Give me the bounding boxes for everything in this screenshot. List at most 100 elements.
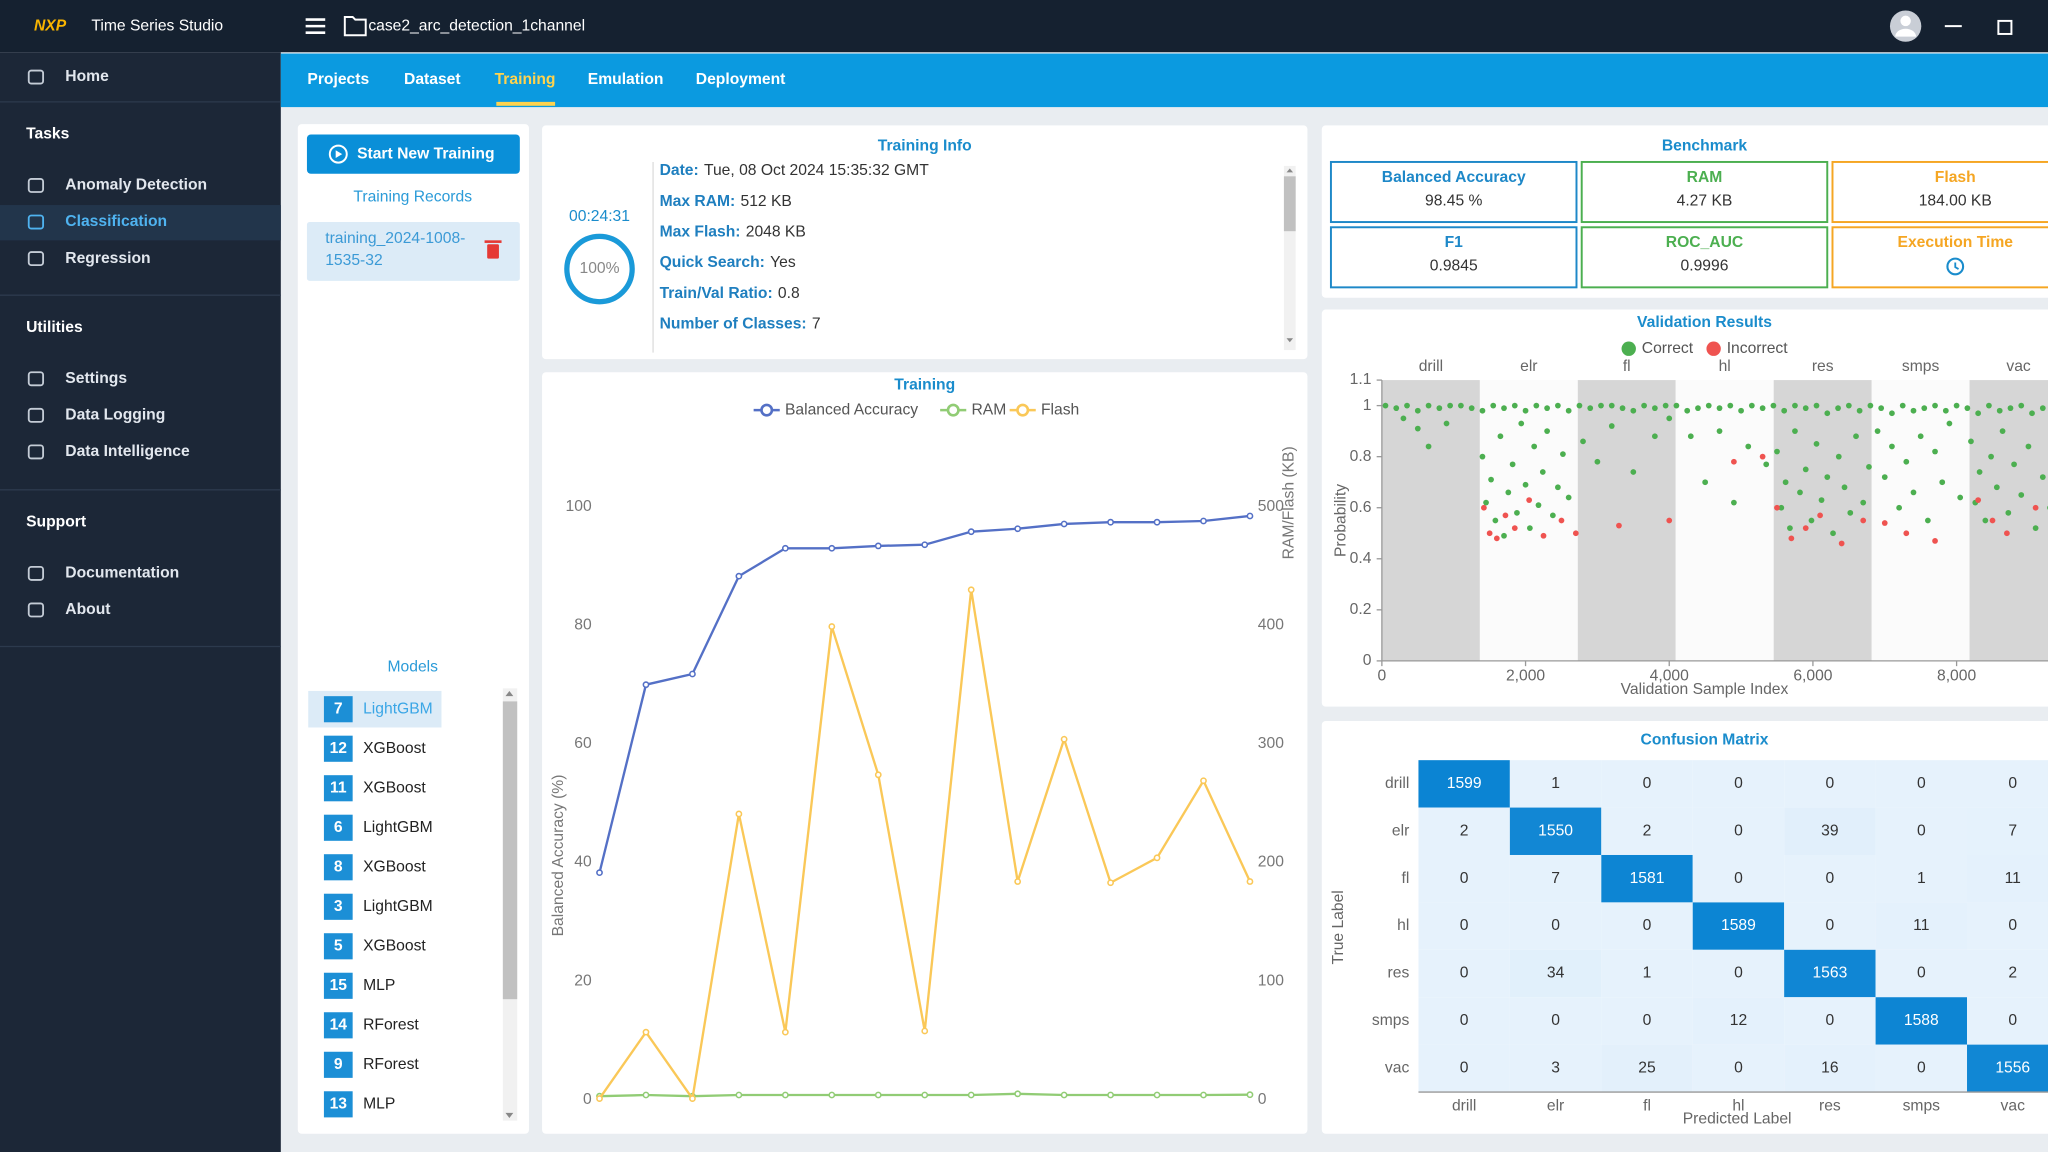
data-point <box>1153 518 1161 526</box>
info-scrollbar-thumb[interactable] <box>1283 176 1296 232</box>
model-name[interactable]: MLP <box>363 1095 395 1112</box>
matrix-cell <box>1509 760 1602 808</box>
nav-item[interactable]: Documentation <box>65 565 179 582</box>
tab[interactable]: Projects <box>307 71 369 88</box>
scatter-point <box>1526 525 1533 532</box>
y-axis-label: True Label <box>1330 890 1347 964</box>
data-point <box>1107 1091 1114 1099</box>
data-point <box>1014 878 1022 885</box>
scatter-point <box>1549 512 1556 519</box>
cell-label: 0 <box>1734 775 1743 792</box>
nav-icon <box>27 251 45 267</box>
button-label[interactable]: Start New Training <box>357 145 494 162</box>
tab[interactable]: Emulation <box>588 71 664 88</box>
tab[interactable]: Deployment <box>696 71 786 88</box>
model-name[interactable]: RForest <box>363 1056 419 1073</box>
nav-item[interactable]: Home <box>65 68 109 85</box>
nav-item[interactable]: Classification <box>65 213 167 230</box>
y2-axis-label: RAM/Flash (KB) <box>1280 446 1297 559</box>
scatter-point <box>1953 402 1960 409</box>
legend-label[interactable]: Incorrect <box>1727 340 1789 357</box>
nav-item[interactable]: Data Intelligence <box>65 443 190 460</box>
matrix-cell <box>1875 760 1968 808</box>
scatter-point <box>1976 469 1983 475</box>
legend-label[interactable]: Flash <box>1041 401 1079 418</box>
scatter-point <box>1881 474 1888 480</box>
scatter-point <box>1899 402 1906 409</box>
model-name[interactable]: XGBoost <box>363 858 426 875</box>
models-scrollbar-thumb[interactable] <box>502 701 518 1000</box>
menu-icon[interactable] <box>305 18 326 34</box>
cell-label: 0 <box>1460 965 1469 982</box>
x-axis-label: Predicted Label <box>1683 1110 1792 1127</box>
x-tick-label: res <box>1819 1097 1841 1114</box>
scatter-point <box>1903 458 1910 465</box>
cell-label: 1599 <box>1447 775 1482 792</box>
model-id: 3 <box>334 898 343 915</box>
model-name[interactable]: RForest <box>363 1016 419 1033</box>
scatter-point <box>1860 499 1867 506</box>
model-badge <box>323 893 353 920</box>
model-name[interactable]: XGBoost <box>363 937 426 954</box>
model-name[interactable]: XGBoost <box>363 740 426 757</box>
model-name[interactable]: MLP <box>363 977 395 994</box>
scatter-point <box>1533 402 1540 409</box>
start-training-button[interactable] <box>306 134 520 174</box>
matrix-cell <box>1967 807 2048 855</box>
info-field: Number of Classes: 7 <box>660 316 821 333</box>
cell-label: 0 <box>1826 1012 1835 1029</box>
legend-label[interactable]: Correct <box>1642 340 1694 357</box>
scatter-point <box>1738 407 1744 414</box>
model-badge <box>323 735 353 762</box>
tab[interactable]: Training <box>495 71 556 88</box>
scatter-point <box>1486 530 1493 537</box>
scatter-point <box>1666 415 1673 422</box>
scatter-point <box>2032 504 2039 511</box>
restore-button[interactable] <box>1997 19 2013 35</box>
scatter-point <box>1727 402 1734 409</box>
scatter-point <box>1400 415 1407 422</box>
matrix-cell <box>1509 997 1602 1045</box>
model-badge <box>323 972 353 999</box>
history-icon[interactable] <box>1946 257 1965 276</box>
nav-item[interactable]: Data Logging <box>65 406 165 423</box>
data-point <box>1200 1091 1207 1099</box>
y2-tick-label: 200 <box>1258 854 1284 871</box>
scatter-point <box>1425 443 1432 450</box>
delete-icon[interactable] <box>484 240 502 259</box>
nav-item[interactable]: Settings <box>65 370 127 387</box>
band-label: smps <box>1902 358 1940 375</box>
scatter-point <box>1458 402 1464 409</box>
cell-label: 7 <box>1551 870 1560 887</box>
matrix-cell <box>1601 760 1693 808</box>
scatter-point <box>1716 428 1723 435</box>
tab[interactable]: Dataset <box>404 71 461 88</box>
legend-label[interactable]: Balanced Accuracy <box>785 401 918 418</box>
scatter-point <box>1539 469 1546 475</box>
nav-item[interactable]: About <box>65 601 111 618</box>
model-name[interactable]: LightGBM <box>363 819 433 836</box>
nav-item[interactable]: Regression <box>65 250 150 267</box>
legend-label[interactable]: RAM <box>971 401 1006 418</box>
cell-label: 0 <box>2008 775 2017 792</box>
record-item[interactable] <box>306 222 520 281</box>
data-point <box>1200 517 1207 525</box>
cell-label: 0 <box>1826 870 1835 887</box>
data-point <box>967 1091 975 1099</box>
matrix-cell <box>1692 854 1785 903</box>
cell-label: 0 <box>1460 1012 1469 1029</box>
info-label: Train/Val Ratio: <box>660 285 773 302</box>
scatter-point <box>1910 489 1917 496</box>
data-point <box>735 810 743 818</box>
info-value: 7 <box>812 316 821 333</box>
nav-item[interactable]: Anomaly Detection <box>65 177 207 194</box>
model-name[interactable]: XGBoost <box>363 779 426 796</box>
matrix-cell <box>1784 760 1876 808</box>
scatter-point <box>1759 405 1766 412</box>
scatter-point <box>1447 402 1453 409</box>
model-badge <box>323 1091 353 1118</box>
model-name[interactable]: LightGBM <box>363 700 433 717</box>
model-name[interactable]: LightGBM <box>363 898 433 915</box>
matrix-cell <box>1967 854 2048 903</box>
metric-label: Balanced Accuracy <box>1382 169 1526 186</box>
